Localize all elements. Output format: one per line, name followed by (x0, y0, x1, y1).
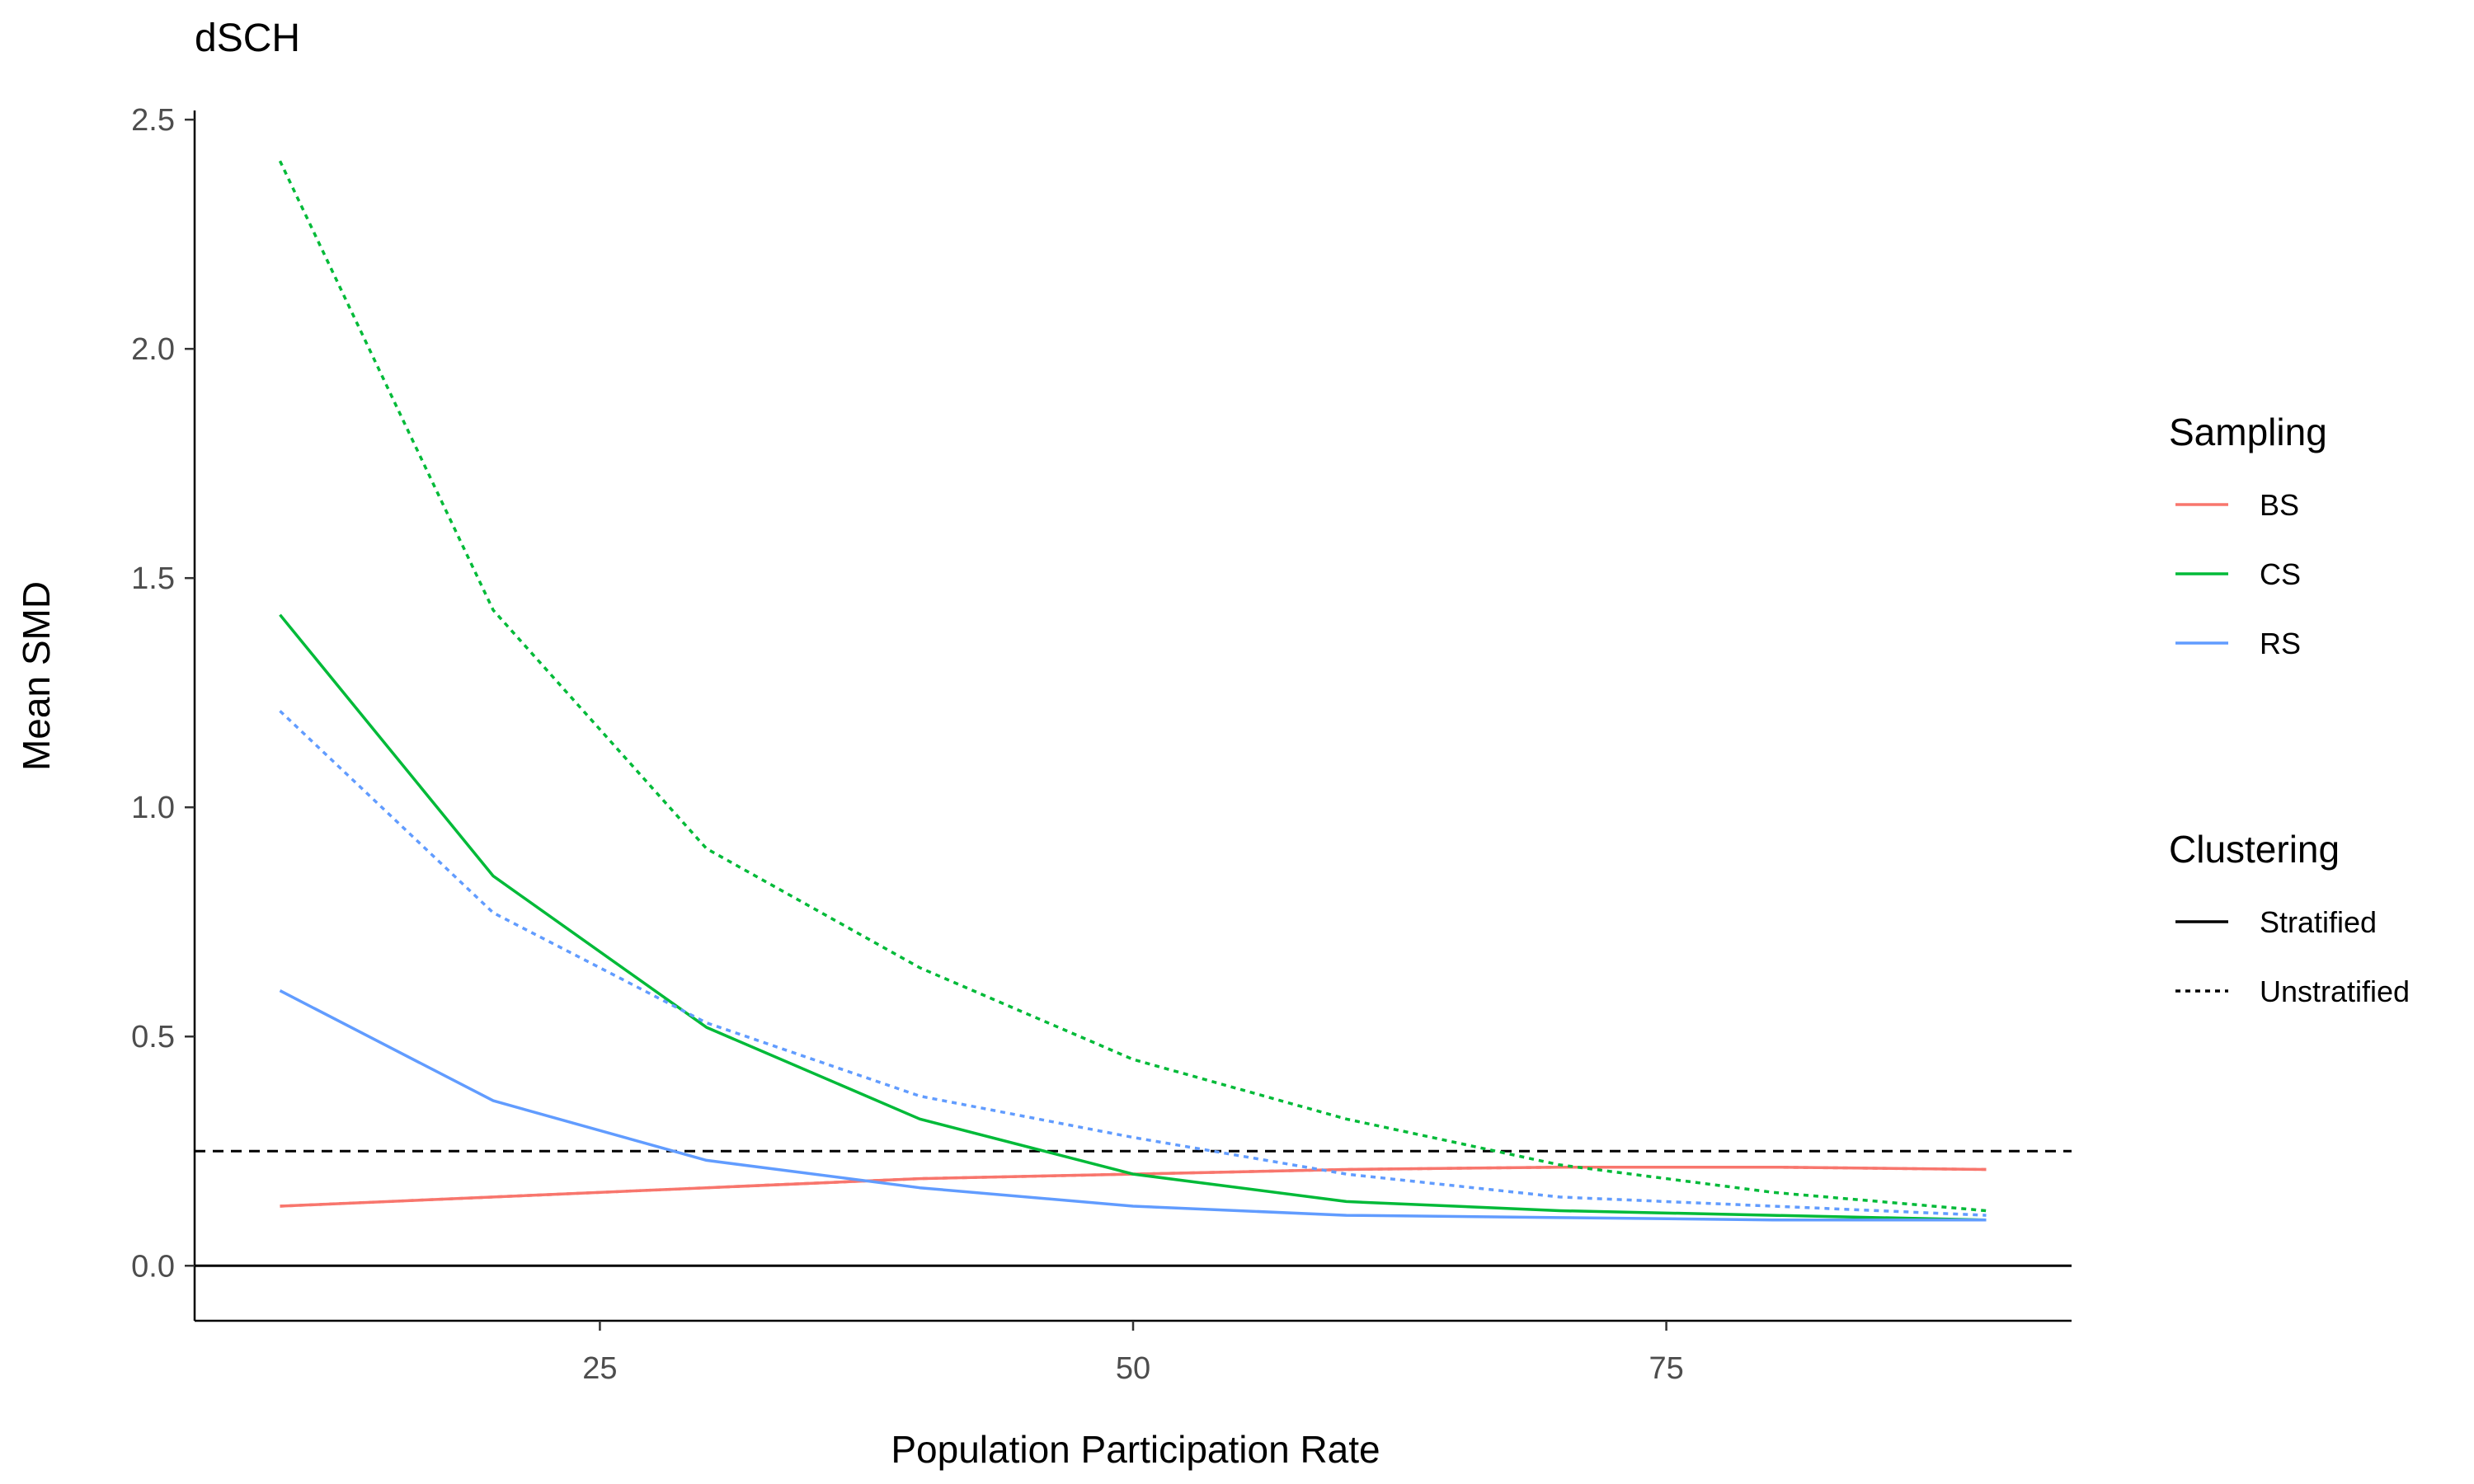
x-tick-label: 75 (1649, 1351, 1683, 1386)
x-tick-label: 25 (582, 1351, 617, 1386)
legend-title-clustering: Clustering (2169, 828, 2340, 871)
y-tick-label: 2.5 (131, 103, 175, 138)
y-tick-label: 1.5 (131, 561, 175, 596)
legend-label-stratified: Stratified (2260, 905, 2377, 939)
legend-label-cs: CS (2260, 557, 2301, 591)
y-tick-label: 1.0 (131, 791, 175, 825)
legend-label-bs: BS (2260, 488, 2299, 522)
plot-area: 0.0 0.5 1.0 1.5 2.0 2.5 25 50 75 (131, 103, 2072, 1386)
series-line-rs-unstratified (279, 710, 1987, 1217)
chart-title: dSCH (195, 16, 300, 60)
y-tick-label: 0.5 (131, 1020, 175, 1054)
x-axis-title: Population Participation Rate (891, 1428, 1380, 1471)
y-tick-label: 2.0 (131, 332, 175, 367)
legend-label-unstratified: Unstratified (2260, 974, 2410, 1008)
legend: Sampling BS CS RS Clustering Stratified Unstra… (2169, 411, 2410, 1008)
legend-label-rs: RS (2260, 627, 2301, 660)
series-line-cs-stratified (279, 613, 1987, 1222)
series-line-cs-unstratified (278, 160, 1987, 1213)
series-line-rs-stratified (279, 989, 1987, 1222)
y-tick-label: 0.0 (131, 1249, 175, 1284)
y-axis-title: Mean SMD (15, 581, 58, 771)
x-tick-label: 50 (1116, 1351, 1150, 1386)
legend-title-sampling: Sampling (2169, 411, 2327, 453)
